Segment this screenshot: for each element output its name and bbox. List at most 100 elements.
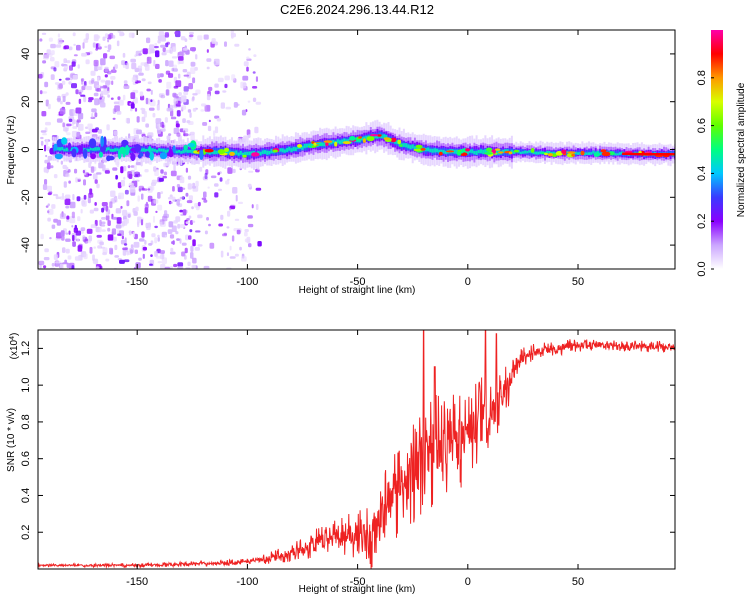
noise-speckle <box>140 49 144 53</box>
noise-speckle <box>240 81 247 89</box>
noise-speckle <box>160 263 166 269</box>
noise-speckle <box>78 91 82 95</box>
noise-speckle <box>62 247 66 253</box>
signal-peak <box>144 151 150 158</box>
noise-speckle <box>157 234 160 238</box>
noise-speckle <box>241 256 247 262</box>
noise-speckle <box>173 127 180 135</box>
noise-speckle <box>127 165 131 169</box>
noise-speckle <box>66 215 70 220</box>
noise-speckle <box>142 48 148 55</box>
noise-speckle <box>172 64 177 70</box>
snr-x-label: Height of straight line (km) <box>299 584 416 595</box>
noise-speckle <box>192 108 197 112</box>
noise-speckle <box>160 95 166 99</box>
noise-speckle <box>145 97 149 105</box>
noise-speckle <box>148 47 152 55</box>
colorbar-tick-label: 0.0 <box>696 261 708 276</box>
noise-speckle <box>45 121 51 126</box>
noise-speckle <box>242 75 249 81</box>
noise-speckle <box>53 174 58 179</box>
noise-speckle <box>77 112 84 120</box>
noise-speckle <box>49 57 55 62</box>
noise-speckle <box>80 227 86 231</box>
noise-speckle <box>160 128 166 132</box>
signal-peak <box>103 136 107 148</box>
noise-speckle <box>56 118 63 123</box>
noise-speckle <box>135 262 141 269</box>
x-tick-label: -100 <box>236 276 258 288</box>
noise-speckle <box>207 125 212 132</box>
noise-speckle <box>188 215 192 219</box>
noise-speckle <box>131 62 137 70</box>
noise-speckle <box>161 52 167 56</box>
noise-speckle <box>168 133 172 136</box>
noise-speckle <box>153 166 157 172</box>
noise-speckle <box>72 109 77 114</box>
noise-speckle <box>65 248 70 254</box>
noise-speckle <box>62 122 65 128</box>
noise-speckle <box>96 172 102 175</box>
noise-speckle <box>112 167 118 171</box>
noise-speckle <box>192 77 196 84</box>
noise-speckle <box>191 185 196 189</box>
noise-speckle <box>75 107 82 114</box>
noise-speckle <box>47 192 52 196</box>
noise-speckle <box>65 205 70 209</box>
noise-speckle <box>116 217 122 224</box>
noise-speckle <box>144 169 149 173</box>
noise-speckle <box>172 46 177 52</box>
noise-speckle <box>146 56 152 64</box>
noise-speckle <box>117 182 122 189</box>
noise-speckle <box>167 229 173 234</box>
noise-speckle <box>60 230 65 237</box>
noise-speckle <box>107 94 110 98</box>
signal-peak <box>362 138 366 143</box>
noise-speckle <box>157 192 161 199</box>
y-tick-label: 0.2 <box>20 525 32 540</box>
noise-speckle <box>115 208 122 214</box>
noise-speckle <box>197 214 203 219</box>
noise-speckle <box>195 180 199 187</box>
noise-speckle <box>82 84 87 87</box>
noise-speckle <box>53 67 57 72</box>
noise-speckle <box>88 235 92 242</box>
noise-speckle <box>59 263 64 269</box>
signal-peak <box>567 151 576 154</box>
noise-speckle <box>255 187 262 191</box>
signal-peak <box>99 145 107 152</box>
noise-speckle <box>96 183 100 189</box>
noise-speckle <box>252 86 258 89</box>
noise-speckle <box>77 245 83 252</box>
noise-speckle <box>208 223 211 227</box>
noise-speckle <box>154 237 158 244</box>
x-tick-label: -50 <box>350 576 366 588</box>
noise-speckle <box>45 205 49 208</box>
signal-peak <box>601 151 611 157</box>
noise-speckle <box>68 230 71 235</box>
noise-speckle <box>186 200 193 204</box>
noise-speckle <box>102 247 108 254</box>
noise-speckle <box>135 173 141 177</box>
noise-speckle <box>226 252 229 257</box>
noise-speckle <box>129 185 136 193</box>
noise-speckle <box>107 209 111 215</box>
noise-speckle <box>47 155 53 161</box>
noise-speckle <box>203 191 207 198</box>
noise-speckle <box>91 108 97 113</box>
noise-speckle <box>209 242 215 249</box>
noise-speckle <box>96 234 102 238</box>
noise-speckle <box>136 116 140 123</box>
noise-speckle <box>214 126 219 134</box>
noise-speckle <box>222 233 227 237</box>
noise-speckle <box>99 219 102 226</box>
noise-speckle <box>171 225 177 232</box>
noise-speckle <box>121 221 125 227</box>
signal-peak <box>486 147 493 152</box>
noise-speckle <box>109 247 113 255</box>
noise-speckle <box>128 173 133 179</box>
noise-speckle <box>76 44 81 51</box>
noise-speckle <box>111 228 117 235</box>
noise-speckle <box>200 109 205 112</box>
